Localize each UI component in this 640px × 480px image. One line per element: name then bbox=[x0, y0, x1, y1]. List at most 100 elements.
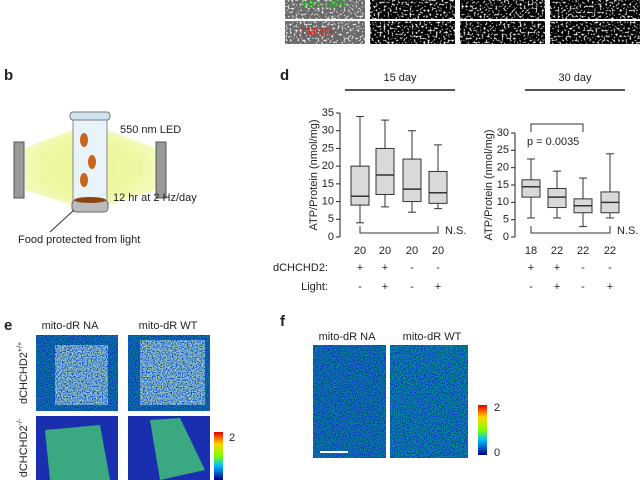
column-label: mito-dR NA bbox=[319, 331, 377, 343]
sign: + bbox=[357, 262, 363, 274]
food bbox=[74, 197, 106, 203]
bracket bbox=[530, 226, 611, 234]
chart-title: 15 day bbox=[383, 72, 417, 84]
y-tick-label: 5 bbox=[328, 213, 334, 225]
box bbox=[402, 158, 422, 203]
row-label: TMRM bbox=[300, 26, 333, 38]
micrograph bbox=[285, 0, 365, 44]
sign: + bbox=[382, 262, 388, 274]
panel-f: f mito-dR NA mito-dR WT 2 0 bbox=[280, 313, 500, 459]
top-panel: mito-GFP TMRM bbox=[285, 0, 640, 44]
fly bbox=[80, 173, 88, 187]
led bbox=[13, 141, 25, 199]
y-tick-label: 15 bbox=[497, 179, 509, 191]
n-label: 20 bbox=[354, 245, 366, 257]
y-tick-label: 30 bbox=[497, 127, 509, 139]
micrograph bbox=[550, 0, 640, 44]
annotation: N.S. bbox=[617, 225, 638, 237]
box bbox=[547, 187, 567, 209]
panel-letter: f bbox=[280, 313, 286, 330]
n-label: 20 bbox=[379, 245, 391, 257]
row-label: dCHCHD2: bbox=[273, 262, 328, 274]
row-label: dCHCHD2-/- bbox=[17, 418, 30, 477]
annotation: Food protected from light bbox=[18, 234, 140, 246]
micrograph-noise bbox=[390, 345, 468, 458]
y-tick-label: 30 bbox=[322, 125, 334, 137]
led bbox=[155, 141, 167, 199]
n-label: 20 bbox=[432, 245, 444, 257]
sign: + bbox=[435, 281, 441, 293]
y-axis-label: ATP/Protein (nmol/mg) bbox=[308, 119, 320, 230]
sign: - bbox=[529, 281, 533, 293]
cell bbox=[55, 345, 108, 405]
n-label: 22 bbox=[551, 245, 563, 257]
chart-title: 30 day bbox=[558, 72, 592, 84]
cell bbox=[150, 418, 205, 480]
sign: - bbox=[410, 262, 414, 274]
sign: + bbox=[528, 262, 534, 274]
n-label: 20 bbox=[406, 245, 418, 257]
sign: - bbox=[608, 262, 612, 274]
y-tick-label: 20 bbox=[322, 160, 334, 172]
cell bbox=[140, 340, 205, 405]
colorbar-label: 2 bbox=[494, 402, 500, 414]
panel-e: e mito-dR NA mito-dR WT dCHCHD2+/+ dCHCH… bbox=[4, 317, 235, 480]
n-label: 22 bbox=[577, 245, 589, 257]
sign: - bbox=[581, 281, 585, 293]
row-label: dCHCHD2+/+ bbox=[17, 342, 30, 404]
y-tick-label: 10 bbox=[322, 195, 334, 207]
column-label: mito-dR WT bbox=[139, 320, 198, 332]
y-tick-label: 10 bbox=[497, 196, 509, 208]
sign: + bbox=[607, 281, 613, 293]
colorbar-label: 0 bbox=[494, 447, 500, 459]
y-tick-label: 25 bbox=[497, 144, 509, 156]
sign: - bbox=[581, 262, 585, 274]
sign: - bbox=[410, 281, 414, 293]
colorbar bbox=[478, 405, 487, 455]
sign: + bbox=[382, 281, 388, 293]
annotation: 12 hr at 2 Hz/day bbox=[113, 192, 197, 204]
annotation: p = 0.0035 bbox=[527, 136, 579, 148]
box bbox=[375, 147, 395, 195]
fly bbox=[80, 133, 88, 147]
column-label: mito-dR NA bbox=[42, 320, 100, 332]
light-beam bbox=[25, 130, 73, 205]
bracket bbox=[359, 226, 439, 234]
y-tick-label: 0 bbox=[328, 231, 334, 243]
y-tick-label: 5 bbox=[503, 214, 509, 226]
panel-letter: d bbox=[280, 67, 289, 84]
colorbar-label: 2 bbox=[229, 432, 235, 444]
annotation: N.S. bbox=[445, 225, 466, 237]
fly bbox=[88, 155, 96, 169]
y-tick-label: 15 bbox=[322, 178, 334, 190]
y-tick-label: 35 bbox=[322, 107, 334, 119]
annotation: 550 nm LED bbox=[120, 124, 181, 136]
sign: + bbox=[554, 262, 560, 274]
bracket bbox=[530, 123, 584, 132]
micrograph-noise bbox=[313, 345, 386, 458]
panel-b: b 550 nm LED 12 hr at 2 Hz/day Food prot… bbox=[4, 67, 197, 246]
n-label: 22 bbox=[604, 245, 616, 257]
column-label: mito-dR WT bbox=[403, 331, 462, 343]
y-tick-label: 25 bbox=[322, 142, 334, 154]
y-tick-label: 0 bbox=[503, 231, 509, 243]
sign: - bbox=[436, 262, 440, 274]
sign: - bbox=[358, 281, 362, 293]
y-tick-label: 20 bbox=[497, 162, 509, 174]
micrograph bbox=[460, 0, 545, 44]
panel-letter: b bbox=[4, 67, 13, 84]
n-label: 18 bbox=[525, 245, 537, 257]
panel-letter: e bbox=[4, 317, 12, 334]
cell bbox=[45, 425, 110, 480]
box bbox=[521, 179, 541, 198]
sign: + bbox=[554, 281, 560, 293]
row-label: mito-GFP bbox=[300, 0, 347, 11]
panel-d: d 15 day ATP/Protein (nmol/mg) 0 5 10 15 20 25 3… bbox=[273, 67, 638, 293]
box bbox=[428, 170, 448, 204]
box bbox=[350, 165, 370, 206]
leader-line bbox=[49, 209, 75, 233]
colorbar bbox=[214, 432, 223, 480]
vial-cap bbox=[69, 111, 111, 121]
y-axis-label: ATP/Protein (nmol/mg) bbox=[483, 129, 495, 240]
